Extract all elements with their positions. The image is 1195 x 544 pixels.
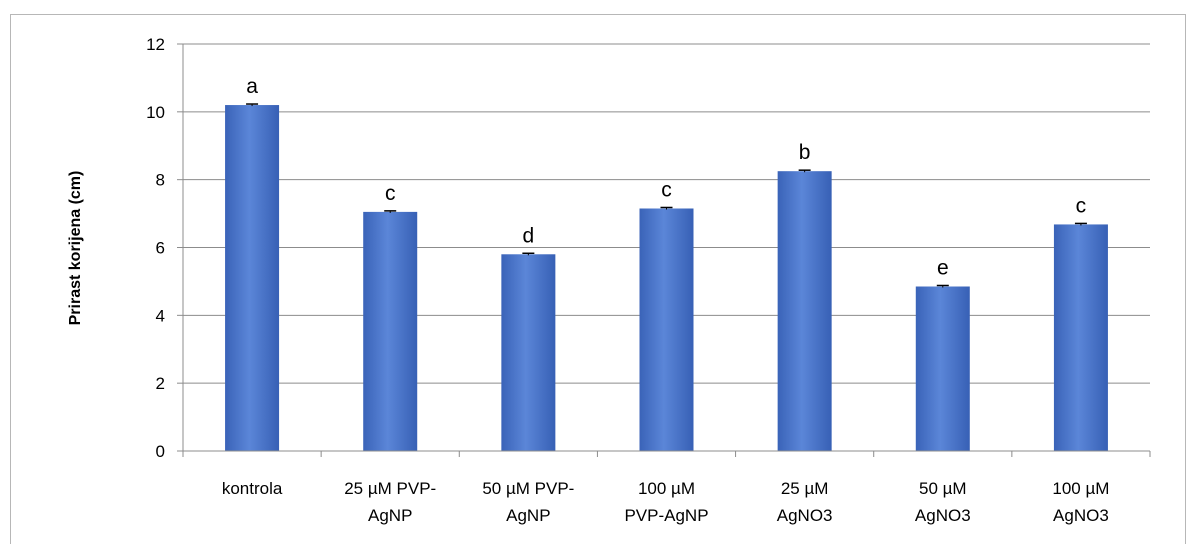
significance-label: c	[661, 178, 672, 201]
x-tick-label: kontrola	[222, 479, 283, 498]
bar	[1053, 224, 1108, 451]
bar	[777, 171, 832, 451]
y-tick-label: 2	[156, 374, 165, 393]
y-axis-ticks: 0 2 4 6 8 10 12	[146, 35, 184, 461]
y-axis-label: Prirast korijena (cm)	[67, 171, 84, 326]
x-tick-label: AgNO3	[1053, 506, 1109, 525]
bar	[639, 208, 694, 451]
x-tick-label: AgNO3	[777, 506, 833, 525]
significance-label: c	[1076, 194, 1087, 217]
x-tick-label: 25 µM	[781, 479, 829, 498]
x-tick-label: 25 µM PVP-	[344, 479, 436, 498]
y-tick-label: 0	[156, 442, 165, 461]
significance-label: e	[937, 257, 949, 280]
x-tick-label: 50 µM	[919, 479, 967, 498]
significance-label: a	[246, 75, 258, 98]
y-tick-label: 6	[156, 239, 165, 258]
significance-label: c	[385, 182, 396, 205]
bar	[501, 254, 556, 451]
x-tick-label: AgNP	[506, 506, 550, 525]
bar	[363, 211, 418, 451]
x-tick-label: 50 µM PVP-	[482, 479, 574, 498]
x-tick-label: AgNP	[368, 506, 412, 525]
x-tick-label: AgNO3	[915, 506, 971, 525]
significance-label: b	[799, 141, 811, 164]
bar	[915, 286, 970, 451]
bars: a c d c b e c	[225, 75, 1108, 452]
x-tick-label: PVP-AgNP	[624, 506, 708, 525]
y-tick-label: 12	[146, 35, 165, 54]
y-tick-label: 4	[156, 306, 165, 325]
x-tick-label: 100 µM	[638, 479, 695, 498]
bar	[225, 105, 280, 452]
x-tick-label: 100 µM	[1052, 479, 1109, 498]
significance-label: d	[523, 224, 535, 247]
chart-frame	[10, 14, 1186, 544]
y-tick-label: 8	[156, 171, 165, 190]
y-tick-label: 10	[146, 103, 165, 122]
